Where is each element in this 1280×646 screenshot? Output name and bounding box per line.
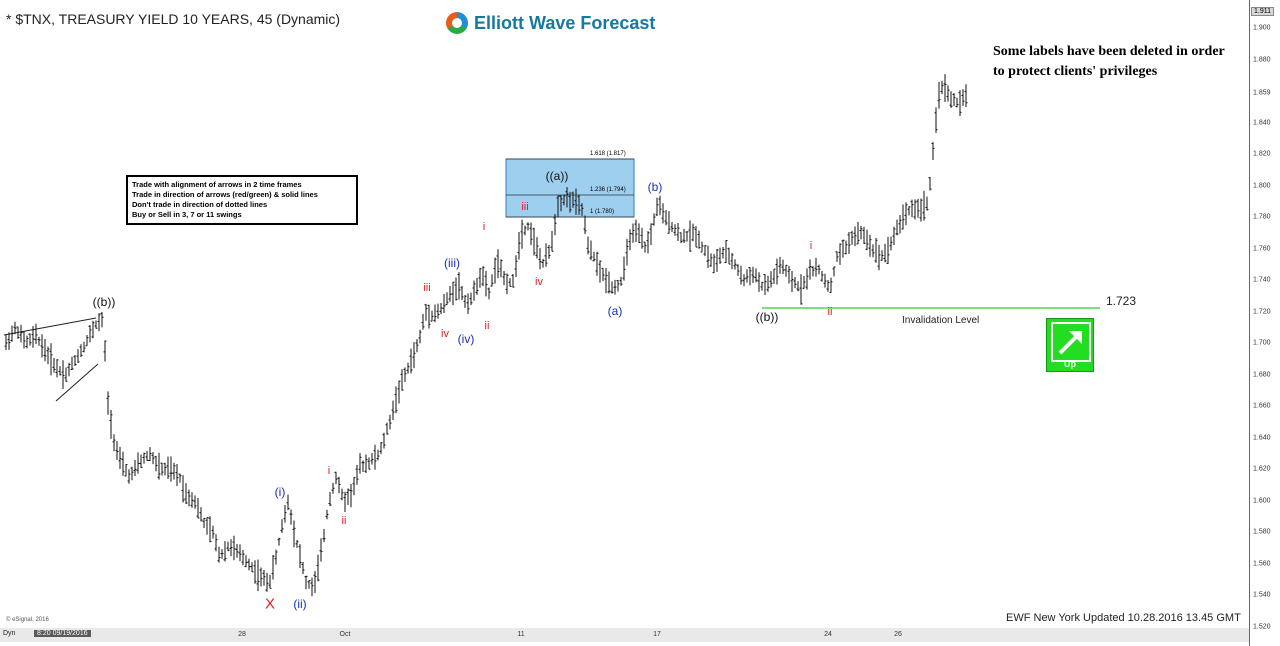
y-tick-label: 1.880	[1253, 56, 1271, 64]
brand-logo-icon	[446, 12, 468, 34]
wave-label: (b)	[647, 180, 663, 194]
dynamic-indicator: Dyn	[3, 630, 16, 637]
wave-label: (iii)	[444, 256, 460, 270]
wave-label: ((b))	[755, 310, 779, 324]
y-tick-label: 1.700	[1253, 339, 1271, 347]
triangle-lower-line	[55, 363, 99, 402]
y-tick-label: 1.600	[1253, 497, 1271, 505]
brand-name: Elliott Wave Forecast	[474, 12, 656, 33]
rule-line: Don't trade in direction of dotted lines	[132, 200, 268, 209]
x-tick-label: 11	[517, 631, 525, 638]
y-tick-label: 1.720	[1253, 308, 1271, 316]
y-tick-label: 1.580	[1253, 528, 1271, 536]
wave-label: (a)	[607, 304, 623, 318]
wave-label: iii	[423, 282, 431, 294]
fib-label-1236: 1.236 (1.794)	[590, 187, 626, 193]
y-tick-label: 1.680	[1253, 371, 1271, 379]
y-tick-label: 1.620	[1253, 465, 1271, 473]
trading-rules-box: Trade with alignment of arrows in 2 time…	[126, 175, 358, 225]
x-tick-label: 24	[824, 631, 832, 638]
trend-up-badge: Up	[1046, 318, 1094, 372]
time-axis-bar	[0, 628, 1249, 642]
invalidation-value: 1.723	[1106, 294, 1137, 308]
y-tick-label: 1.560	[1253, 560, 1271, 568]
y-tick-label: 1.800	[1253, 182, 1271, 190]
y-tick-label: 1.820	[1253, 150, 1271, 158]
x-tick-label: Oct	[339, 631, 351, 638]
chart-title: * $TNX, TREASURY YIELD 10 YEARS, 45 (Dyn…	[6, 11, 341, 27]
x-tick-label: 28	[238, 631, 246, 638]
fib-label-1: 1 (1.780)	[590, 209, 615, 215]
wave-label: iv	[441, 328, 449, 340]
y-tick-label: 1.660	[1253, 402, 1271, 410]
invalidation-label: Invalidation Level	[902, 315, 980, 326]
wave-label: i	[327, 465, 331, 477]
y-tick-label: 1.740	[1253, 276, 1271, 284]
wave-label: (i)	[274, 485, 286, 499]
wave-label: X	[264, 595, 276, 613]
y-tick-label: 1.640	[1253, 434, 1271, 442]
wave-label: i	[809, 240, 813, 252]
y-tick-label: 1.900	[1253, 24, 1271, 32]
wave-label: i	[482, 221, 486, 233]
current-price-tag: 1.911	[1251, 7, 1274, 16]
arrow-up-right-icon	[1051, 322, 1091, 362]
rule-line: Buy or Sell in 3, 7 or 11 swings	[132, 210, 242, 219]
esignal-credit: © eSignal, 2016	[6, 617, 49, 623]
wave-label: (iv)	[457, 332, 475, 346]
price-axis	[1249, 0, 1280, 646]
disclaimer-note: Some labels have been deleted in order t…	[993, 44, 1225, 79]
y-tick-label: 1.780	[1253, 213, 1271, 221]
wave-label: ii	[341, 515, 347, 527]
y-tick-label: 1.760	[1253, 245, 1271, 253]
y-tick-label: 1.840	[1253, 119, 1271, 127]
dynamic-date: 8:20 09/19/2016	[34, 630, 91, 637]
x-tick-label: 26	[894, 631, 902, 638]
wave-label: iv	[535, 276, 543, 288]
update-footer: EWF New York Updated 10.28.2016 13.45 GM…	[1006, 612, 1241, 624]
wave-label: ((a))	[545, 169, 569, 183]
triangle-upper-line	[3, 317, 97, 336]
wave-label: iii	[521, 201, 529, 213]
y-tick-label: 1.540	[1253, 591, 1271, 599]
wave-label: ii	[827, 306, 833, 318]
y-tick-label: 1.859	[1253, 89, 1271, 97]
wave-label: ((b))	[92, 295, 116, 309]
rule-line: Trade with alignment of arrows in 2 time…	[132, 180, 302, 189]
rule-line: Trade in direction of arrows (red/green)…	[132, 190, 318, 199]
x-tick-label: 17	[653, 631, 661, 638]
fib-label-1618: 1.618 (1.817)	[590, 151, 626, 157]
wave-label: (ii)	[293, 597, 307, 611]
trend-label: Up	[1064, 359, 1076, 369]
wave-label: ii	[484, 320, 490, 332]
brand-logo-area: Elliott Wave Forecast	[446, 12, 655, 34]
price-bars	[4, 74, 968, 597]
y-tick-label: 1.520	[1253, 623, 1271, 631]
